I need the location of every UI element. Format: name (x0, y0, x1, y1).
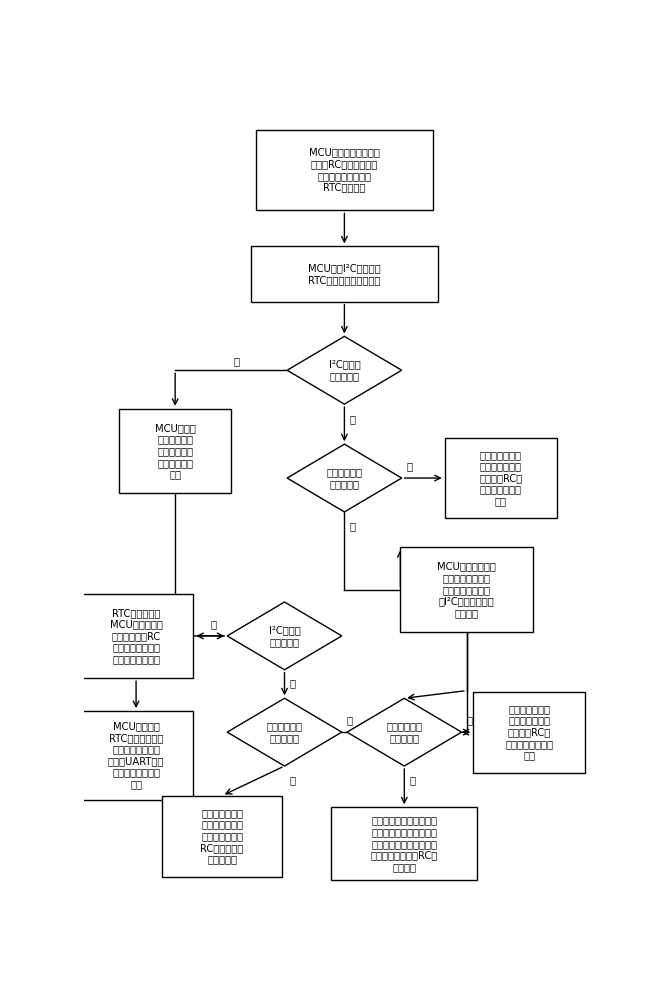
Text: I²C通道通
讯是否正常: I²C通道通 讯是否正常 (329, 359, 360, 381)
Bar (473, 692, 585, 773)
Text: 是: 是 (409, 775, 415, 785)
Text: 否: 否 (407, 462, 413, 472)
Bar (79, 711, 194, 800)
Bar (251, 246, 438, 302)
Text: 低电压指示位
是否被置位: 低电压指示位 是否被置位 (386, 721, 422, 743)
Text: MCU将检测到
RTC电路故障状态
及告警信息通过单
片机的UART接口
发送到设备的主处
理器: MCU将检测到 RTC电路故障状态 及告警信息通过单 片机的UART接口 发送到… (108, 721, 164, 789)
Bar (401, 547, 533, 632)
Text: 否: 否 (211, 619, 217, 629)
Polygon shape (287, 444, 402, 512)
Bar (445, 438, 556, 518)
Bar (331, 807, 477, 880)
Text: 一切正常，打开
设备电源供电电
路，保持RC充
放电电路的关闭
状态: 一切正常，打开 设备电源供电电 路，保持RC充 放电电路的关闭 状态 (479, 450, 522, 506)
Polygon shape (287, 336, 402, 404)
Text: MCU清除低电压指
示位，并在延时一
段时间后，再次通
过I²C通道读取低电
压指示位: MCU清除低电压指 示位，并在延时一 段时间后，再次通 过I²C通道读取低电 压… (437, 562, 496, 618)
Text: 是: 是 (347, 716, 353, 726)
Text: RTC电量故障，
MCU打开设备电
源供电电路和RC
充放电电路，停止
电池供电电路供电: RTC电量故障， MCU打开设备电 源供电电路和RC 充放电电路，停止 电池供电… (110, 608, 163, 664)
Bar (256, 130, 433, 210)
Text: 是: 是 (290, 679, 295, 689)
Text: MCU通过I²C通道读取
RTC系统的低电压指示位: MCU通过I²C通道读取 RTC系统的低电压指示位 (308, 263, 381, 285)
Polygon shape (227, 602, 342, 670)
Polygon shape (227, 698, 342, 766)
Text: MCU打开设
备电源供电电
路，重新检测
一次低电压指
示位: MCU打开设 备电源供电电 路，重新检测 一次低电压指 示位 (155, 423, 196, 479)
Text: 是: 是 (349, 521, 355, 531)
Bar (162, 796, 282, 877)
Text: 低电压指示位
是否被置位: 低电压指示位 是否被置位 (267, 721, 302, 743)
Text: 否: 否 (466, 716, 472, 726)
Text: MCU关闭设备电源供电
电路和RC充放电电路，
仅由电池供电电路给
RTC系统供电: MCU关闭设备电源供电 电路和RC充放电电路， 仅由电池供电电路给 RTC系统供… (309, 148, 380, 192)
Bar (119, 409, 231, 493)
Polygon shape (347, 698, 462, 766)
Text: 低电压指示位
是否被置位: 低电压指示位 是否被置位 (327, 467, 362, 489)
Text: 否: 否 (290, 775, 295, 785)
Text: 一切正常，打开
设备电源供电电
路，保持RC充
放电电电路的关闭
状态: 一切正常，打开 设备电源供电电 路，保持RC充 放电电电路的关闭 状态 (505, 704, 553, 760)
Text: I²C通道通
讯是否正常: I²C通道通 讯是否正常 (269, 625, 300, 647)
Bar (79, 594, 194, 678)
Text: 是: 是 (349, 415, 355, 425)
Text: 否: 否 (233, 356, 239, 366)
Text: 一切正常，保持
设备电源供电电
路的打开状态和
RC充放电电路
的关闭状态: 一切正常，保持 设备电源供电电 路的打开状态和 RC充放电电路 的关闭状态 (200, 808, 244, 864)
Text: 电池已是低电压状态了，
发出低电压告警信息，打
开设备电源供电电路，关
闭电池供电电路和RC充
放电电路: 电池已是低电压状态了， 发出低电压告警信息，打 开设备电源供电电路，关 闭电池供… (371, 816, 438, 872)
